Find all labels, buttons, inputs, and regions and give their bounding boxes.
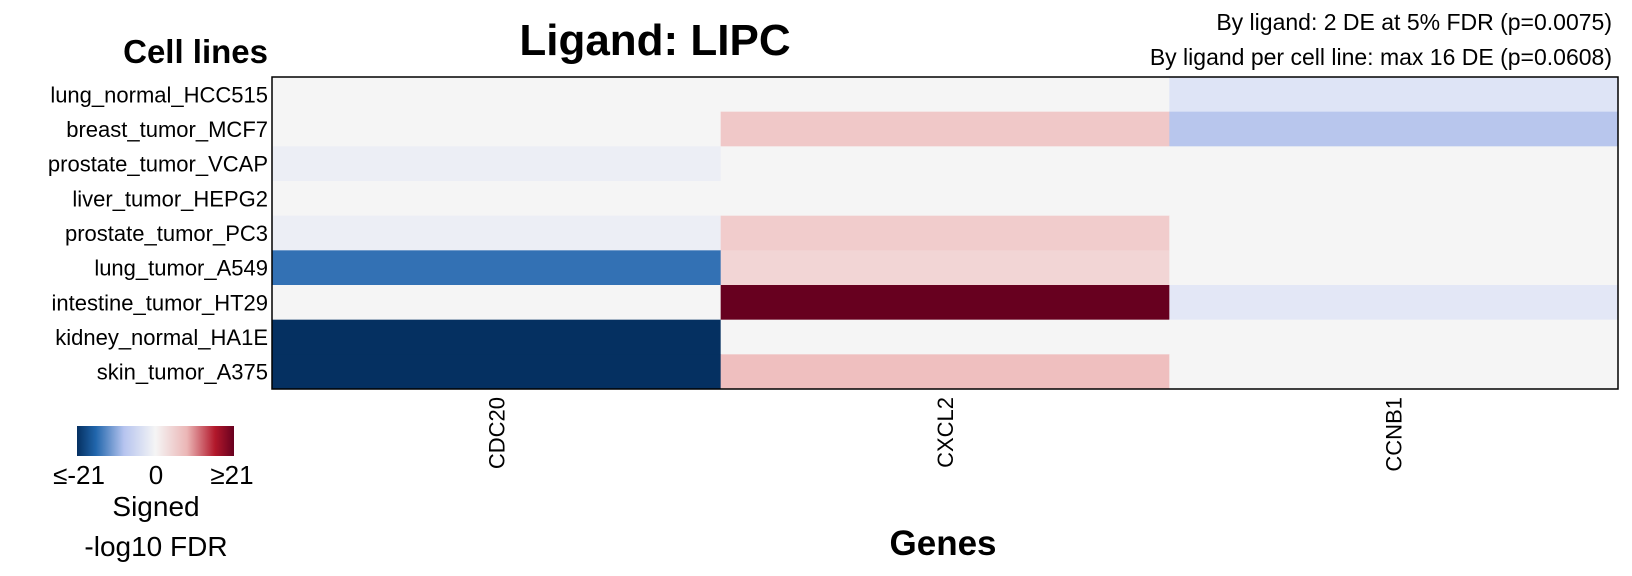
row-label-prostate_tumor_VCAP: prostate_tumor_VCAP bbox=[48, 152, 268, 177]
stat-line-ligand: By ligand: 2 DE at 5% FDR (p=0.0075) bbox=[1216, 9, 1612, 35]
heatmap-cell-breast_tumor_MCF7-CXCL2 bbox=[720, 111, 1170, 147]
heatmap-cell-lung_tumor_A549-CDC20 bbox=[272, 250, 722, 286]
stat-line-per-cell-line: By ligand per cell line: max 16 DE (p=0.… bbox=[1150, 44, 1612, 70]
heatmap-cell-prostate_tumor_PC3-CCNB1 bbox=[1169, 215, 1619, 251]
column-label-CDC20: CDC20 bbox=[484, 397, 509, 469]
row-label-lung_normal_HCC515: lung_normal_HCC515 bbox=[50, 82, 268, 107]
legend-tick-mid: 0 bbox=[149, 460, 163, 490]
chart-title: Ligand: LIPC bbox=[519, 16, 790, 65]
legend-tick-max: ≥21 bbox=[210, 460, 253, 490]
heatmap-cell-lung_normal_HCC515-CDC20 bbox=[272, 77, 722, 113]
heatmap-cell-lung_tumor_A549-CXCL2 bbox=[720, 250, 1170, 286]
row-label-intestine_tumor_HT29: intestine_tumor_HT29 bbox=[52, 290, 268, 315]
heatmap-cell-prostate_tumor_VCAP-CCNB1 bbox=[1169, 146, 1619, 182]
row-labels: lung_normal_HCC515 breast_tumor_MCF7prost… bbox=[48, 82, 268, 384]
row-label-lung_tumor_A549: lung_tumor_A549 bbox=[94, 256, 268, 281]
row-label-prostate_tumor_PC3: prostate_tumor_PC3 bbox=[65, 221, 268, 246]
x-axis-title: Genes bbox=[890, 524, 997, 563]
heatmap-cell-skin_tumor_A375-CXCL2 bbox=[720, 354, 1170, 390]
column-label-CCNB1: CCNB1 bbox=[1382, 397, 1407, 472]
legend-tick-min: ≤-21 bbox=[53, 460, 105, 490]
heatmap-cell-intestine_tumor_HT29-CCNB1 bbox=[1169, 285, 1619, 321]
heatmap-border bbox=[271, 76, 1619, 390]
row-label-liver_tumor_HEPG2: liver_tumor_HEPG2 bbox=[72, 186, 268, 211]
heatmap-cell-skin_tumor_A375-CDC20 bbox=[272, 354, 722, 390]
heatmap-cell-prostate_tumor_VCAP-CXCL2 bbox=[720, 146, 1170, 182]
heatmap-cell-intestine_tumor_HT29-CDC20 bbox=[272, 285, 722, 321]
heatmap-cell-intestine_tumor_HT29-CXCL2 bbox=[720, 285, 1170, 321]
heatmap-cell-kidney_normal_HA1E-CDC20 bbox=[272, 319, 722, 355]
heatmap-cells bbox=[272, 77, 1619, 390]
heatmap-cell-liver_tumor_HEPG2-CDC20 bbox=[272, 181, 722, 217]
legend-colorbar bbox=[77, 426, 234, 456]
heatmap-cell-liver_tumor_HEPG2-CXCL2 bbox=[720, 181, 1170, 217]
heatmap-cell-lung_normal_HCC515-CXCL2 bbox=[720, 77, 1170, 113]
heatmap-cell-prostate_tumor_PC3-CDC20 bbox=[272, 215, 722, 251]
row-label-skin_tumor_A375: skin_tumor_A375 bbox=[97, 360, 268, 385]
heatmap-cell-prostate_tumor_VCAP-CDC20 bbox=[272, 146, 722, 182]
heatmap-cell-breast_tumor_MCF7-CCNB1 bbox=[1169, 111, 1619, 147]
legend-title-line1: Signed bbox=[112, 491, 199, 522]
y-axis-title: Cell lines bbox=[123, 33, 268, 70]
heatmap-cell-liver_tumor_HEPG2-CCNB1 bbox=[1169, 181, 1619, 217]
heatmap-cell-kidney_normal_HA1E-CCNB1 bbox=[1169, 319, 1619, 355]
row-label-breast_tumor_MCF7: breast_tumor_MCF7 bbox=[66, 117, 268, 142]
row-label-kidney_normal_HA1E: kidney_normal_HA1E bbox=[55, 325, 268, 350]
heatmap-cell-skin_tumor_A375-CCNB1 bbox=[1169, 354, 1619, 390]
heatmap-cell-kidney_normal_HA1E-CXCL2 bbox=[720, 319, 1170, 355]
column-labels: CDC20 CXCL2 CCNB1 bbox=[484, 397, 1406, 472]
heatmap-cell-prostate_tumor_PC3-CXCL2 bbox=[720, 215, 1170, 251]
heatmap-cell-lung_normal_HCC515-CCNB1 bbox=[1169, 77, 1619, 113]
heatmap-cell-lung_tumor_A549-CCNB1 bbox=[1169, 250, 1619, 286]
column-label-CXCL2: CXCL2 bbox=[933, 397, 958, 468]
heatmap-cell-breast_tumor_MCF7-CDC20 bbox=[272, 111, 722, 147]
legend-title-line2: -log10 FDR bbox=[84, 531, 227, 562]
